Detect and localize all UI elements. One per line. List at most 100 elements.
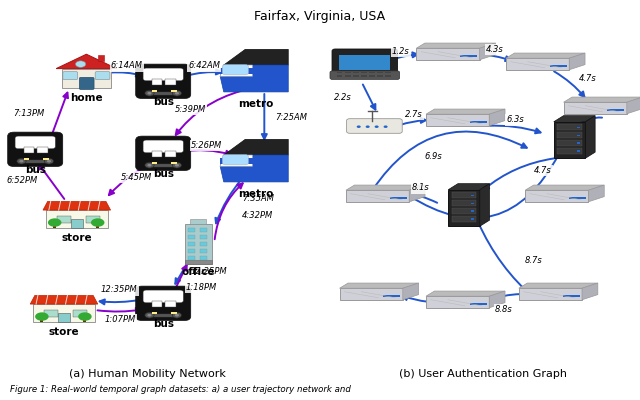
Polygon shape	[409, 185, 425, 202]
Bar	[185, 260, 212, 264]
Bar	[361, 72, 367, 73]
FancyArrowPatch shape	[100, 300, 141, 304]
Bar	[471, 218, 474, 220]
FancyArrowPatch shape	[489, 294, 521, 301]
Bar	[377, 75, 383, 76]
Text: (a) Human Mobility Network: (a) Human Mobility Network	[68, 369, 226, 379]
Text: store: store	[61, 233, 92, 243]
Bar	[98, 55, 104, 62]
Bar	[337, 75, 342, 76]
Bar	[344, 72, 351, 73]
Circle shape	[17, 158, 26, 164]
FancyArrowPatch shape	[399, 118, 426, 125]
Polygon shape	[586, 116, 595, 158]
Polygon shape	[480, 184, 490, 226]
Polygon shape	[489, 291, 505, 308]
FancyArrowPatch shape	[51, 93, 68, 137]
Bar	[152, 312, 157, 314]
Polygon shape	[30, 296, 98, 304]
Text: 6.9s: 6.9s	[424, 152, 442, 162]
Bar	[57, 216, 70, 222]
Bar	[152, 301, 162, 307]
FancyBboxPatch shape	[136, 64, 191, 98]
Circle shape	[383, 126, 388, 128]
Bar	[577, 127, 580, 128]
Circle shape	[172, 90, 182, 96]
Bar	[171, 162, 177, 164]
Bar	[557, 132, 582, 138]
Polygon shape	[627, 97, 640, 114]
Bar	[369, 75, 375, 76]
Polygon shape	[554, 116, 595, 122]
Text: Fairfax, Virginia, USA: Fairfax, Virginia, USA	[255, 10, 385, 23]
Bar	[200, 242, 207, 246]
Bar	[361, 75, 367, 76]
FancyArrowPatch shape	[372, 132, 527, 190]
Circle shape	[44, 158, 54, 164]
Circle shape	[374, 126, 379, 128]
FancyBboxPatch shape	[143, 290, 183, 303]
Polygon shape	[448, 184, 490, 190]
FancyArrowPatch shape	[381, 52, 417, 63]
Polygon shape	[340, 283, 419, 288]
Bar	[452, 192, 476, 198]
FancyBboxPatch shape	[506, 58, 569, 70]
Bar	[37, 147, 48, 153]
Bar	[470, 303, 487, 305]
Bar	[339, 55, 390, 70]
Circle shape	[175, 164, 179, 166]
FancyBboxPatch shape	[143, 140, 183, 153]
Bar	[353, 76, 358, 77]
FancyBboxPatch shape	[519, 288, 582, 300]
FancyBboxPatch shape	[332, 49, 397, 75]
Bar	[337, 76, 342, 77]
Text: 8.1s: 8.1s	[412, 184, 429, 192]
Bar	[452, 208, 476, 214]
FancyArrowPatch shape	[110, 72, 141, 76]
Text: 4:32PM: 4:32PM	[242, 210, 273, 220]
Bar	[337, 72, 342, 73]
Bar	[607, 109, 625, 111]
Polygon shape	[588, 185, 604, 202]
FancyArrowPatch shape	[554, 71, 584, 97]
FancyBboxPatch shape	[340, 288, 403, 300]
Bar	[188, 256, 195, 260]
Polygon shape	[224, 49, 288, 65]
Text: 5:45PM: 5:45PM	[121, 172, 152, 182]
Circle shape	[91, 218, 104, 227]
Circle shape	[172, 312, 182, 318]
Bar	[83, 316, 86, 322]
FancyBboxPatch shape	[136, 286, 191, 320]
Polygon shape	[564, 97, 640, 102]
FancyArrowPatch shape	[262, 94, 267, 139]
FancyBboxPatch shape	[222, 155, 248, 165]
Circle shape	[175, 314, 179, 316]
Polygon shape	[403, 283, 419, 300]
Circle shape	[175, 92, 179, 94]
Text: (b) User Authentication Graph: (b) User Authentication Graph	[399, 369, 567, 379]
FancyArrowPatch shape	[403, 295, 428, 302]
Bar	[46, 210, 108, 228]
Text: bus: bus	[153, 319, 173, 329]
Bar	[577, 134, 580, 136]
Bar	[171, 312, 177, 314]
Bar	[390, 197, 407, 199]
Text: 8.8s: 8.8s	[495, 305, 513, 314]
FancyBboxPatch shape	[426, 296, 489, 308]
FancyBboxPatch shape	[346, 190, 409, 202]
Bar	[369, 76, 375, 77]
Bar	[40, 316, 44, 322]
Bar	[171, 90, 177, 92]
Text: bus: bus	[25, 165, 45, 175]
FancyArrowPatch shape	[176, 91, 242, 135]
Polygon shape	[224, 139, 288, 155]
Bar	[62, 69, 111, 88]
Text: 12:35PM: 12:35PM	[101, 286, 138, 294]
Bar	[20, 160, 50, 162]
Bar	[344, 76, 351, 77]
Circle shape	[145, 90, 154, 96]
Bar	[96, 222, 99, 228]
Bar	[148, 314, 178, 316]
Circle shape	[76, 61, 86, 67]
Bar	[353, 75, 358, 76]
